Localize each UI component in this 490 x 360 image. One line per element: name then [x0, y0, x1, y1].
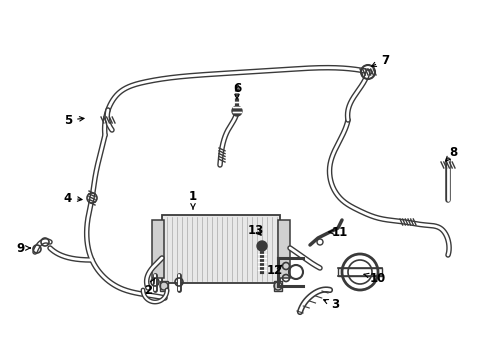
Text: 8: 8 — [446, 147, 457, 161]
Bar — [278, 220, 290, 278]
Bar — [162, 215, 280, 283]
Text: 9: 9 — [16, 242, 30, 255]
Circle shape — [257, 241, 267, 251]
Bar — [152, 220, 164, 278]
Text: 5: 5 — [64, 113, 84, 126]
Bar — [274, 281, 282, 291]
Circle shape — [232, 106, 242, 116]
Text: 6: 6 — [233, 81, 241, 99]
Text: 10: 10 — [364, 271, 386, 284]
Text: 11: 11 — [329, 225, 348, 238]
Text: 2: 2 — [144, 278, 155, 297]
Text: 3: 3 — [323, 298, 339, 311]
Bar — [160, 281, 168, 291]
Text: 7: 7 — [371, 54, 389, 67]
Text: 12: 12 — [267, 264, 283, 276]
Text: 4: 4 — [64, 192, 82, 204]
Bar — [338, 268, 382, 276]
Text: 1: 1 — [189, 190, 197, 209]
Text: 13: 13 — [248, 224, 264, 237]
